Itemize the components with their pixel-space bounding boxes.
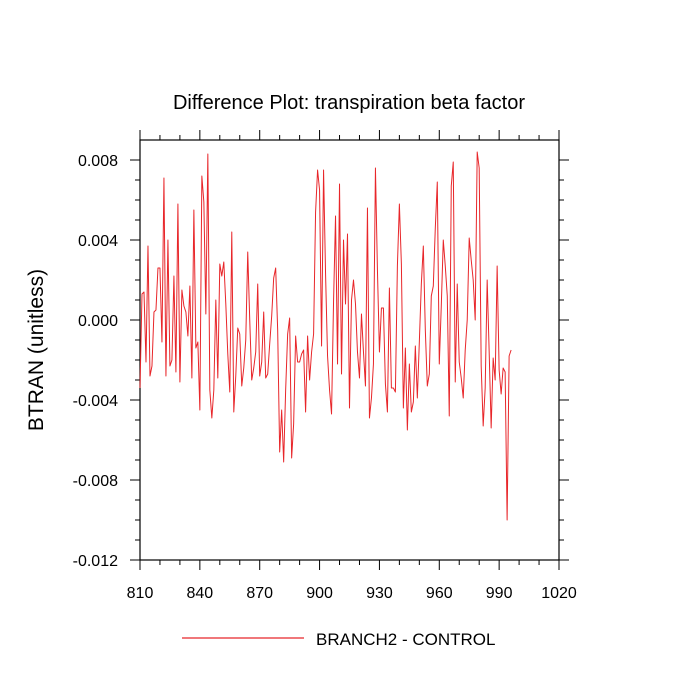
x-tick-label: 990 (486, 585, 513, 602)
y-tick-label: -0.012 (73, 553, 118, 570)
chart-title: Difference Plot: transpiration beta fact… (173, 92, 525, 114)
x-tick-label: 840 (187, 585, 214, 602)
legend-label: BRANCH2 - CONTROL (316, 630, 495, 649)
y-axis-label: BTRAN (unitless) (25, 269, 48, 431)
x-tick-label: 1020 (541, 585, 577, 602)
plot-area (139, 139, 560, 561)
x-tick-label: 930 (366, 585, 393, 602)
y-tick-label: -0.004 (73, 393, 118, 410)
x-tick-label: 870 (246, 585, 273, 602)
x-tick-label: 960 (426, 585, 453, 602)
x-tick-label: 900 (306, 585, 333, 602)
x-tick-labels: 810 840 870 900 930 960 990 1020 (127, 585, 577, 602)
major-ticks (130, 130, 569, 570)
plot-frame (139, 139, 560, 561)
y-tick-label: -0.008 (73, 473, 118, 490)
minor-ticks (135, 135, 564, 565)
y-tick-labels: -0.012 -0.008 -0.004 0.000 0.004 0.008 (73, 153, 118, 570)
series-line-branch2-control (139, 151, 512, 521)
series-lines (139, 151, 512, 521)
y-tick-label: 0.008 (78, 153, 118, 170)
y-tick-label: 0.000 (78, 313, 118, 330)
y-tick-label: 0.004 (78, 233, 118, 250)
x-tick-label: 810 (127, 585, 154, 602)
legend: BRANCH2 - CONTROL (182, 630, 495, 649)
